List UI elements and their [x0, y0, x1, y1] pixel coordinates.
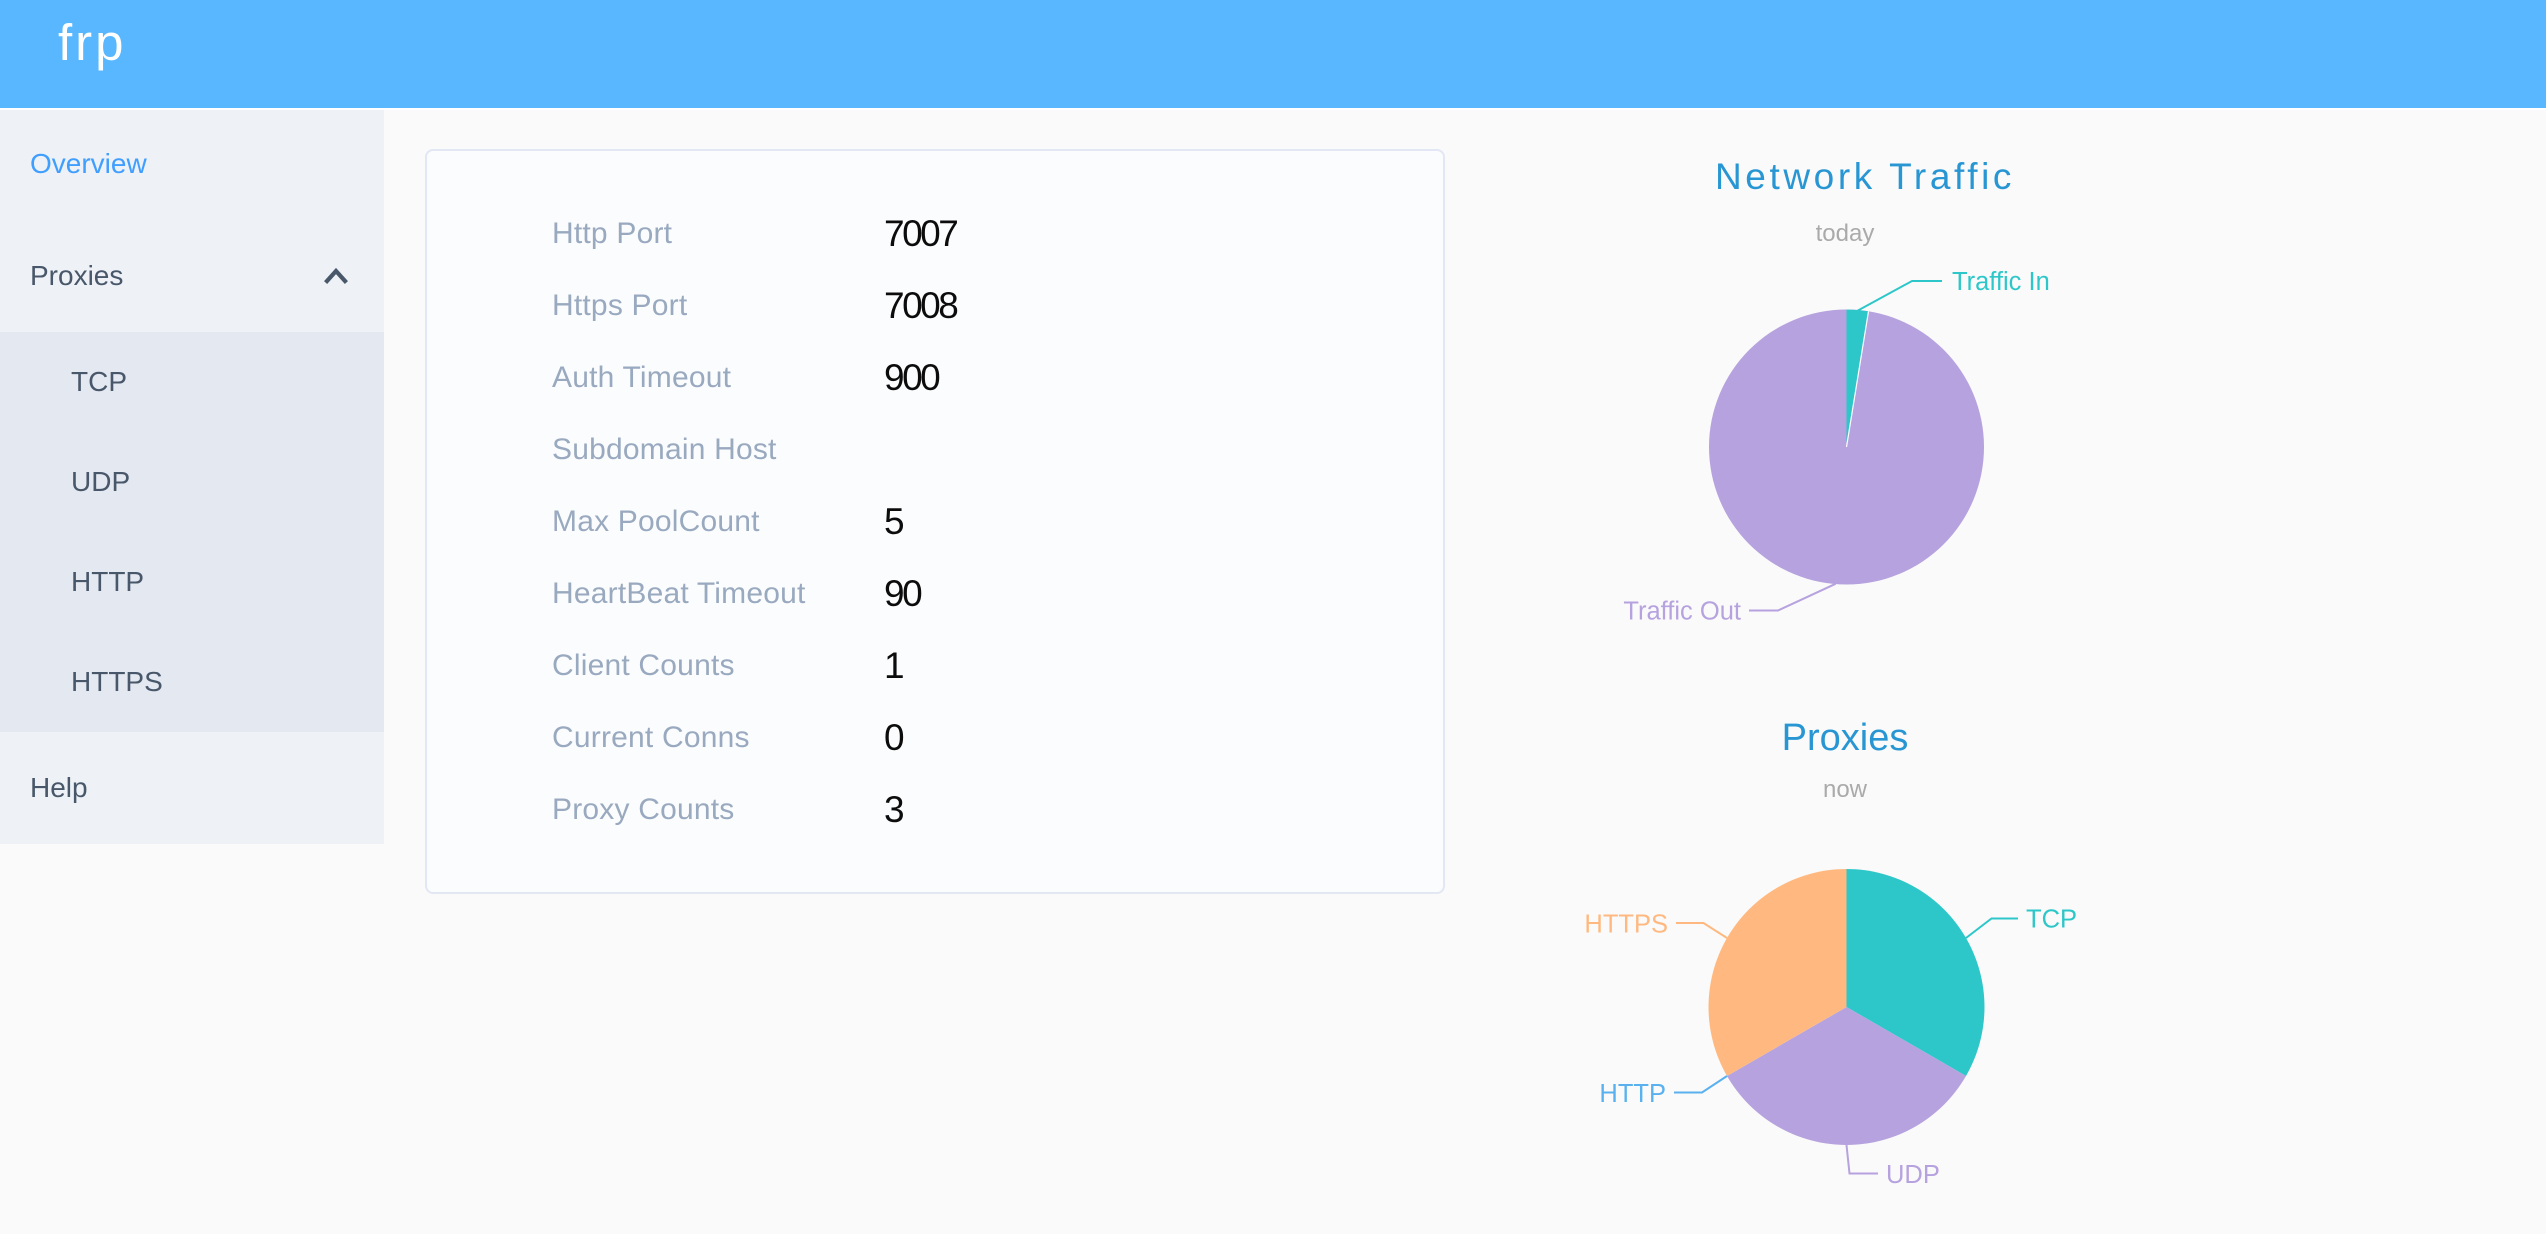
svg-text:Traffic In: Traffic In	[1952, 268, 2050, 296]
svg-text:HTTPS: HTTPS	[1584, 911, 1668, 939]
svg-text:TCP: TCP	[2026, 906, 2077, 934]
svg-text:Network Traffic: Network Traffic	[1715, 156, 2015, 197]
svg-text:Traffic Out: Traffic Out	[1623, 598, 1741, 626]
svg-text:HTTP: HTTP	[1599, 1080, 1666, 1108]
svg-text:today: today	[1816, 220, 1875, 247]
svg-text:Proxies: Proxies	[1782, 717, 1909, 759]
svg-text:UDP: UDP	[1886, 1161, 1940, 1189]
svg-text:now: now	[1823, 776, 1868, 803]
